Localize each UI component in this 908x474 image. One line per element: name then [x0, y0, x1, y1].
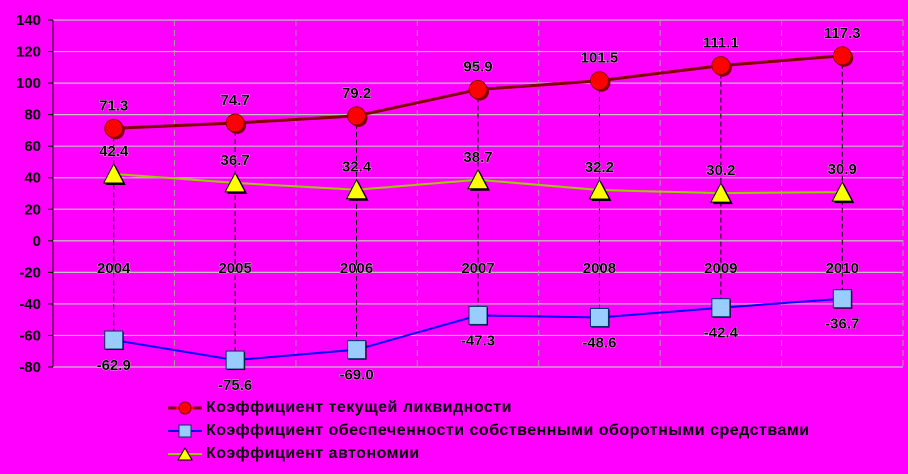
- data-point: [102, 162, 125, 184]
- data-label: -69.0: [339, 367, 373, 384]
- data-point: [225, 113, 245, 133]
- data-point: [832, 46, 852, 66]
- data-label: -75.6: [218, 377, 252, 394]
- legend-label: Коэффициент текущей ликвидности: [206, 398, 512, 416]
- data-label: 42.4: [99, 143, 129, 160]
- legend-label: Коэффициент обеспеченности собственными …: [206, 421, 810, 439]
- data-point: [468, 305, 488, 325]
- y-tick-label: 120: [16, 44, 41, 61]
- data-point: [710, 182, 732, 203]
- y-tick-label: -60: [19, 327, 41, 344]
- y-tick-label: 100: [16, 75, 41, 92]
- y-tick-label: 40: [24, 170, 41, 187]
- yellow-triangle-marker-icon: [168, 446, 202, 460]
- y-tick-label: -40: [19, 296, 41, 313]
- data-label: 30.2: [706, 162, 735, 179]
- data-label: 30.9: [828, 161, 857, 178]
- data-point: [224, 171, 246, 193]
- data-label: 32.2: [585, 159, 614, 176]
- y-tick-label: -20: [19, 264, 41, 281]
- x-tick-label: 2010: [826, 260, 859, 277]
- x-tick-label: 2005: [218, 260, 251, 277]
- data-point: [347, 340, 367, 360]
- data-label: -47.3: [461, 332, 495, 349]
- y-tick-label: 60: [24, 138, 41, 155]
- data-label: -42.4: [704, 325, 739, 342]
- data-label: 38.7: [463, 149, 492, 166]
- data-point: [345, 178, 368, 200]
- data-point: [589, 307, 609, 327]
- legend-item-provision: Коэффициент обеспеченности собственными …: [168, 419, 810, 442]
- data-point: [588, 178, 611, 200]
- data-label: 79.2: [342, 85, 371, 102]
- legend-item-autonomy: Коэффициент автономии: [168, 442, 810, 465]
- data-point: [589, 71, 609, 91]
- data-label: 117.3: [824, 25, 861, 42]
- data-label: 36.7: [221, 152, 250, 169]
- data-point: [711, 298, 731, 318]
- x-tick-label: 2008: [583, 260, 616, 277]
- data-label: 95.9: [463, 59, 492, 76]
- red-circle-marker-icon: [168, 401, 202, 414]
- data-label: 74.7: [221, 92, 250, 109]
- data-point: [468, 80, 488, 100]
- legend: Коэффициент текущей ликвидности Коэффици…: [168, 396, 810, 465]
- data-point: [467, 168, 489, 190]
- data-label: 111.1: [703, 35, 739, 52]
- legend-item-liquidity: Коэффициент текущей ликвидности: [168, 396, 810, 419]
- data-point: [347, 106, 367, 126]
- data-point: [225, 350, 245, 370]
- data-point: [832, 289, 852, 309]
- y-tick-label: 80: [24, 107, 41, 124]
- y-tick-label: 140: [16, 12, 41, 29]
- data-label: 101.5: [581, 50, 619, 67]
- x-tick-label: 2007: [461, 260, 494, 277]
- data-label: 71.3: [99, 97, 128, 114]
- y-tick-label: 0: [33, 233, 41, 250]
- data-label: -48.6: [582, 334, 616, 351]
- data-label: -62.9: [97, 357, 131, 374]
- x-tick-label: 2009: [704, 260, 737, 277]
- data-label: -36.7: [825, 316, 859, 333]
- x-tick-label: 2004: [97, 260, 131, 277]
- data-point: [711, 56, 731, 76]
- data-point: [831, 181, 854, 202]
- legend-label: Коэффициент автономии: [206, 444, 420, 462]
- y-tick-label: -80: [19, 359, 41, 376]
- data-label: 32.4: [342, 159, 372, 176]
- y-tick-label: 20: [24, 201, 41, 218]
- x-tick-label: 2006: [340, 260, 373, 277]
- data-point: [104, 330, 124, 350]
- data-point: [104, 118, 124, 138]
- blue-square-marker-icon: [168, 424, 202, 437]
